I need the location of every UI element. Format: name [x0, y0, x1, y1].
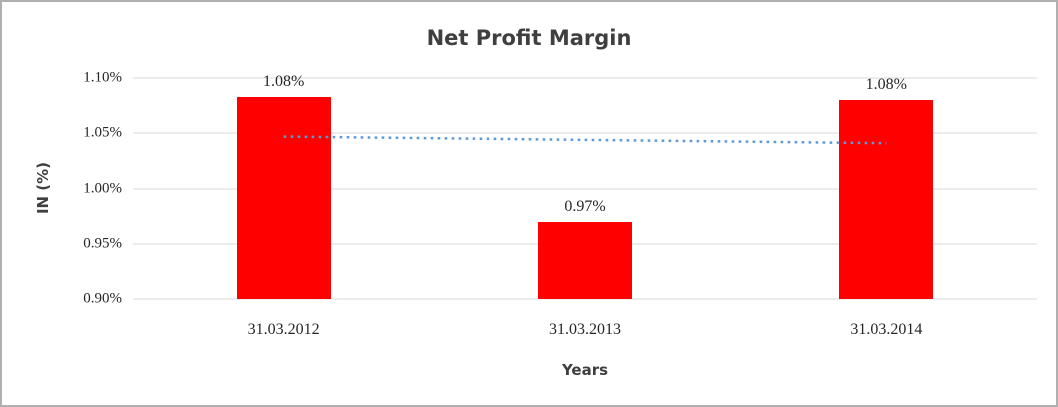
gridline [133, 132, 1037, 134]
data-label: 0.97% [564, 197, 606, 215]
x-tick-label: 31.03.2014 [850, 321, 923, 338]
bar-31-03-2013 [538, 221, 632, 299]
plot-area: 1.08% 0.97% 1.08% [133, 73, 1037, 300]
gridline [133, 188, 1037, 189]
x-axis-title: Years [561, 361, 609, 379]
y-tick-label: 0.95% [83, 235, 122, 252]
chart-title: Net Profit Margin [426, 26, 632, 50]
bar-31-03-2012 [236, 96, 331, 299]
data-label: 1.08% [865, 76, 907, 94]
gridline [133, 77, 1037, 79]
y-tick-label: 0.90% [83, 290, 122, 307]
x-tick-label: 31.03.2012 [247, 321, 320, 338]
x-axis-tick-labels: 31.03.2012 31.03.2013 31.03.2014 [133, 321, 1037, 341]
y-axis-tick-labels: 1.10% 1.05% 1.00% 0.95% 0.90% [2, 70, 122, 307]
data-label: 1.08% [262, 72, 305, 90]
y-tick-label: 1.10% [83, 69, 122, 86]
y-tick-label: 1.00% [83, 180, 122, 196]
axis-baseline [133, 298, 1037, 300]
bar-31-03-2014 [839, 100, 934, 299]
x-tick-label: 31.03.2013 [549, 321, 621, 338]
y-tick-label: 1.05% [83, 124, 122, 141]
